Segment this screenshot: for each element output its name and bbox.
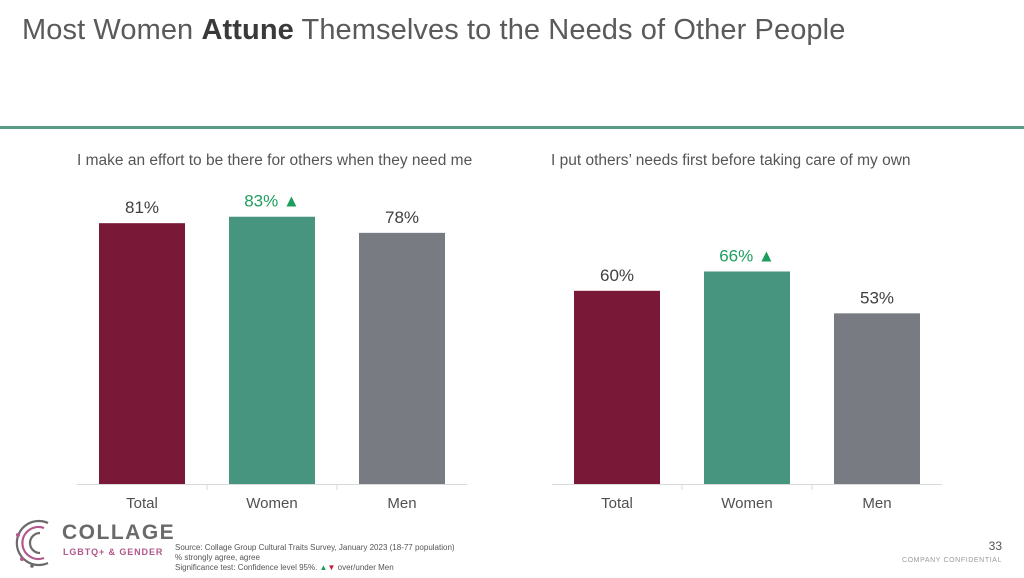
chart-2-bar-total [574, 290, 660, 484]
note-line: % strongly agree, agree [175, 553, 260, 562]
title-divider [0, 126, 1024, 129]
chart-2-data-label: 53% [860, 288, 894, 307]
chart-1-category-label: Total [126, 495, 158, 512]
collage-logo: COLLAGE LGBTQ+ & GENDER [10, 513, 180, 573]
title-pre: Most Women [22, 14, 202, 46]
title-post: Themselves to the Needs of Other People [293, 14, 846, 46]
chart-2-bar-men [834, 313, 920, 484]
chart-1-data-label: 78% [385, 208, 419, 227]
chart-1-title: I make an effort to be there for others … [77, 152, 473, 169]
chart-1-bar-men [359, 232, 445, 484]
significance-line: Significance test: Confidence level 95%.… [175, 563, 455, 573]
chart-1-bar-total [99, 223, 185, 484]
sig-suffix: over/under Men [335, 563, 394, 572]
logo-wordmark: COLLAGE [62, 521, 176, 544]
chart-2-bar-women [704, 271, 790, 484]
chart-2-category-label: Men [862, 495, 891, 512]
chart-2-category-label: Total [601, 495, 633, 512]
logo-mark-icon [15, 519, 49, 568]
chart-1-data-label: 81% [125, 198, 159, 217]
source-line: Source: Collage Group Cultural Traits Su… [175, 543, 455, 552]
chart-1-bar-women [229, 216, 315, 485]
logo-subtitle: LGBTQ+ & GENDER [63, 547, 164, 557]
footer-source: Source: Collage Group Cultural Traits Su… [175, 543, 455, 573]
chart-2-title: I put others’ needs first before taking … [551, 152, 911, 169]
sig-prefix: Significance test: Confidence level 95%. [175, 563, 318, 572]
chart-2-data-label: 60% [600, 266, 634, 285]
slide-title: Most Women Attune Themselves to the Need… [22, 14, 845, 47]
page-number: 33 [988, 539, 1002, 553]
chart-1-data-label: 83% ▲ [244, 192, 300, 211]
up-triangle-icon: ▲ [319, 563, 328, 572]
confidential-label: COMPANY CONFIDENTIAL [901, 557, 1002, 564]
chart-1-category-label: Women [246, 495, 297, 512]
chart-1-category-label: Men [387, 495, 416, 512]
down-triangle-icon: ▼ [327, 563, 336, 572]
chart-2-data-label: 66% ▲ [719, 246, 775, 265]
chart-2-category-label: Women [721, 495, 772, 512]
title-bold: Attune [201, 14, 294, 46]
